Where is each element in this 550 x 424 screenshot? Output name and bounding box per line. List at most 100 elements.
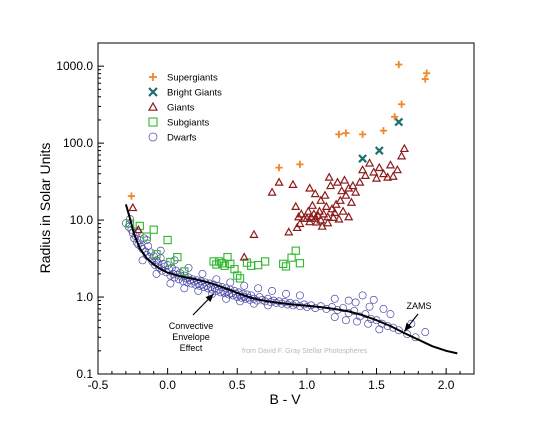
subgiant-point (173, 252, 182, 262)
subgiant-point (217, 259, 227, 268)
subgiant-point (212, 260, 221, 269)
credit-text: from David F. Gray Stellar Photospheres (242, 348, 368, 355)
supergiant-point (421, 75, 429, 83)
giants-series (128, 143, 409, 261)
zams-arrow (403, 313, 419, 332)
dwarf-point (198, 269, 207, 278)
giant-point (307, 200, 318, 209)
giant-point (399, 143, 409, 153)
subgiant-point (166, 257, 175, 267)
giant-point (392, 164, 403, 174)
dwarf-point (372, 316, 381, 325)
dwarf-point (403, 330, 412, 339)
dwarf-point (166, 279, 175, 288)
dwarf-point (282, 289, 290, 298)
giant-point (351, 187, 361, 196)
giant-point (314, 206, 325, 215)
y-axis-title: Radius in Solar Units (37, 143, 53, 274)
dwarf-point (275, 297, 283, 306)
dwarf-point (394, 326, 403, 335)
giant-point (385, 160, 396, 169)
giant-point (305, 183, 315, 192)
dwarf-point (226, 278, 235, 287)
dwarf-point (330, 294, 339, 303)
bright-giant-point (358, 154, 367, 163)
giant-point (337, 185, 347, 195)
giant-point (338, 206, 348, 215)
x-tick-label: 2.0 (438, 378, 455, 392)
giant-point (313, 210, 323, 219)
dwarf-point (341, 316, 350, 325)
giant-point (284, 227, 294, 236)
giant-point (348, 180, 358, 190)
subgiant-point (295, 259, 305, 268)
legend: Supergiants Bright Giants Giants Subgiants D… (147, 73, 222, 144)
dwarf-point (339, 304, 348, 312)
giant-point (355, 177, 365, 186)
subgiant-point (142, 232, 151, 241)
subgiants-series (125, 219, 305, 283)
dwarf-point (180, 284, 189, 293)
giant-point (334, 214, 344, 223)
giant-point (239, 252, 249, 261)
giant-point (374, 162, 384, 172)
dwarf-point (330, 313, 339, 321)
subgiant-point (233, 271, 242, 280)
supergiant-point (423, 69, 431, 77)
dwarf-point (138, 256, 147, 265)
giant-point (267, 187, 277, 196)
giant-point (295, 218, 305, 228)
y-tick-label: 0.1 (76, 367, 93, 381)
legend-label: Dwarfs (167, 133, 197, 144)
giant-point (364, 158, 375, 167)
giant-point (378, 168, 389, 178)
legend-label: Bright Giants (167, 88, 222, 99)
giant-point (330, 207, 340, 217)
x-tick-label: 1.0 (299, 378, 316, 392)
subgiant-point (260, 257, 270, 266)
subgiant-point (235, 274, 245, 283)
giant-point (310, 188, 320, 198)
dwarf-point (353, 317, 361, 326)
y-tick-label: 1000.0 (56, 59, 93, 73)
giant-point (346, 197, 357, 206)
subgiant-point (209, 257, 218, 266)
convective-label: Convective (169, 321, 214, 331)
giant-point (128, 202, 138, 212)
legend-label: Supergiants (167, 73, 218, 84)
giant-point (328, 212, 338, 221)
giant-point (274, 177, 284, 186)
dwarf-point (389, 323, 398, 332)
dwarf-point (240, 281, 249, 290)
dwarf-point (167, 263, 176, 272)
giant-point (133, 224, 144, 234)
subgiant-point (291, 246, 300, 255)
giant-point (325, 180, 336, 190)
dwarf-point (212, 275, 221, 284)
x-tick-label: 0.5 (229, 378, 246, 392)
giant-point (335, 195, 345, 204)
subgiant-point (287, 253, 296, 262)
dwarf-point (254, 284, 263, 293)
legend-marker-supergiant (149, 73, 157, 81)
giant-point (303, 206, 313, 215)
dwarf-point (386, 310, 395, 319)
subgiant-point (226, 259, 235, 268)
giant-point (316, 215, 326, 224)
dwarf-point (194, 286, 203, 295)
supergiant-point (296, 160, 304, 168)
giant-point (324, 172, 334, 181)
y-tick-label: 1.0 (76, 290, 93, 304)
convective-arrow (192, 293, 215, 316)
convective-label: Envelope (172, 332, 210, 342)
subgiant-point (253, 260, 263, 270)
bright-giant-point (394, 117, 404, 127)
giant-point (331, 199, 341, 208)
dwarf-point (269, 296, 278, 305)
dwarf-point (365, 302, 374, 311)
dwarf-point (236, 297, 244, 306)
dwarf-point (140, 234, 148, 243)
giant-point (296, 209, 306, 218)
dwarf-point (364, 319, 373, 328)
